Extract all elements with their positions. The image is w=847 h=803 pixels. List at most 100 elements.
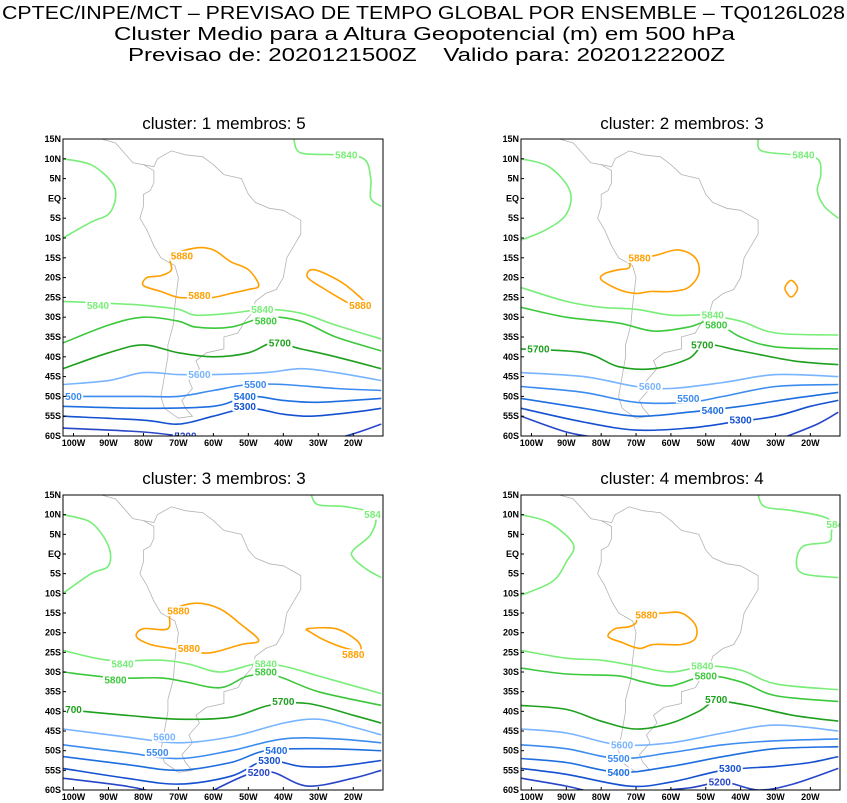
lon-tick-label: 20W xyxy=(344,438,363,448)
lat-tick-label: 10N xyxy=(502,154,519,164)
contour-label-bg xyxy=(253,667,279,677)
coastline xyxy=(559,139,759,419)
contour-label-5840: 5840 xyxy=(87,301,110,312)
lon-tick-label: 60W xyxy=(662,438,681,448)
plot-frame xyxy=(62,138,384,437)
contour-label-bg xyxy=(263,745,289,756)
lon-tick-label: 30W xyxy=(309,792,328,802)
map-panel-2: cluster: 2 membros: 3 5840588058405800570… xyxy=(502,114,841,448)
lat-tick-label: 20S xyxy=(503,628,519,638)
contour-5800 xyxy=(63,316,382,352)
contour-5880 xyxy=(141,246,260,299)
lat-tick-label: 5S xyxy=(508,569,519,579)
lat-tick-label: 50S xyxy=(45,391,61,401)
contour-label-bg xyxy=(333,149,359,160)
lat-tick-label: 40S xyxy=(45,706,61,716)
contour-label-5880: 5880 xyxy=(349,301,372,312)
contour-label-bg xyxy=(186,369,212,380)
contour-5840 xyxy=(310,495,382,579)
contour-label-bg xyxy=(717,763,743,774)
contour-label-5880: 5880 xyxy=(167,607,190,618)
lat-tick-label: 55S xyxy=(503,411,519,421)
contour-label-5800: 5800 xyxy=(255,668,278,679)
contour-5840 xyxy=(757,139,839,219)
contour-5880 xyxy=(607,611,698,650)
lat-tick-label: 35S xyxy=(45,332,61,342)
contour-5600 xyxy=(63,718,382,744)
contour-label-5840: 584 xyxy=(826,520,843,531)
contour-label-bg xyxy=(246,767,272,778)
contour-label-bg xyxy=(270,696,296,707)
contour-label-bg xyxy=(232,401,258,412)
contour-5840 xyxy=(521,649,839,691)
lat-tick-label: 60S xyxy=(503,785,519,795)
contour-5840 xyxy=(293,139,382,207)
contour-label-5600: 5600 xyxy=(153,732,176,743)
lon-tick-label: 70W xyxy=(169,792,188,802)
contour-5800 xyxy=(521,667,839,703)
contour-label-5300: 5300 xyxy=(234,402,257,413)
lat-tick-label: 55S xyxy=(45,765,61,775)
contour-label-bg xyxy=(242,379,268,390)
contour-label-bg xyxy=(693,670,719,681)
contour-5880 xyxy=(599,249,701,295)
coastline xyxy=(101,139,302,419)
contour-label-bg xyxy=(109,659,136,670)
contour-label-bg xyxy=(102,674,129,685)
lat-tick-label: 15N xyxy=(44,134,61,144)
contour-label-5880: 5880 xyxy=(171,251,194,262)
lat-tick-label: 20S xyxy=(45,273,61,283)
contour-5200 xyxy=(785,411,839,436)
contour-label-5840: 5840 xyxy=(702,311,725,322)
lon-tick-label: 40W xyxy=(731,792,750,802)
contour-label-5700: 5700 xyxy=(705,695,728,706)
contour-label-bg xyxy=(144,747,171,758)
contour-label-bg xyxy=(176,643,202,654)
contour-label-5700: 5700 xyxy=(527,344,550,355)
lon-tick-label: 80W xyxy=(134,792,153,802)
lat-tick-label: 50S xyxy=(503,746,519,756)
contour-label-bg xyxy=(675,393,701,404)
lat-tick-label: 50S xyxy=(503,391,519,401)
lat-tick-label: 40S xyxy=(503,706,519,716)
lon-tick-label: 60W xyxy=(204,792,223,802)
lon-tick-label: 100W xyxy=(520,438,544,448)
lat-tick-label: EQ xyxy=(48,193,61,203)
contour-label-5300: 5300 xyxy=(730,416,753,427)
contour-5600 xyxy=(521,724,839,747)
lat-tick-label: 45S xyxy=(45,372,61,382)
contour-label-bg xyxy=(689,661,715,672)
lon-tick-label: 20W xyxy=(801,792,820,802)
lat-tick-label: 15S xyxy=(503,608,519,618)
panel-title: cluster: 3 membros: 3 xyxy=(142,469,305,488)
lat-tick-label: 10S xyxy=(503,233,519,243)
contour-label-bg xyxy=(626,252,653,263)
lat-tick-label: 30S xyxy=(503,312,519,322)
lon-tick-label: 50W xyxy=(697,792,716,802)
contour-label-5500: 5500 xyxy=(146,748,169,759)
lat-tick-label: 5S xyxy=(50,569,61,579)
lon-tick-label: 70W xyxy=(627,792,646,802)
lat-tick-label: 35S xyxy=(45,687,61,697)
lon-tick-label: 70W xyxy=(169,438,188,448)
contour-5840 xyxy=(63,513,112,594)
lat-tick-label: 40S xyxy=(503,352,519,362)
contour-5700 xyxy=(521,700,839,730)
contour-5840 xyxy=(521,286,839,336)
contour-label-5600: 5600 xyxy=(188,370,211,381)
contour-label-bg xyxy=(186,290,212,301)
contour-label-bg xyxy=(606,753,632,764)
contour-5400 xyxy=(521,391,839,418)
contour-label-5400: 5400 xyxy=(234,392,257,403)
lat-tick-label: 40S xyxy=(45,352,61,362)
figure-title-line2: Cluster Medio para a Altura Geopotencial… xyxy=(114,24,736,44)
lat-tick-label: 25S xyxy=(45,292,61,302)
contour-label-5400: 5400 xyxy=(265,746,288,757)
lat-tick-label: 35S xyxy=(503,332,519,342)
contour-5300 xyxy=(521,755,839,788)
contour-label-5700: 5700 xyxy=(272,697,295,708)
lat-tick-label: 10N xyxy=(44,510,61,520)
contour-label-5880: 5880 xyxy=(188,291,211,302)
panel-title: cluster: 2 membros: 3 xyxy=(600,114,763,133)
